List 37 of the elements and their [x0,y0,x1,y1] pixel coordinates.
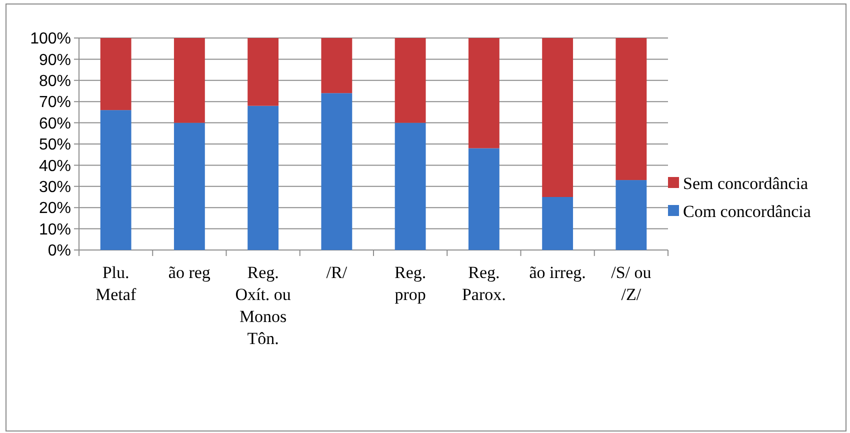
y-tick-label: 100% [30,30,71,48]
y-tick-label: 30% [38,179,71,196]
x-tick-label: /S/ ou /Z/ [611,263,652,304]
bar [100,110,132,250]
bar [468,38,500,148]
x-tick-label: ão irreg. [529,263,586,282]
x-tick-label: Reg. prop [394,263,426,304]
bar [542,197,574,250]
bar [174,122,205,250]
y-tick-label: 60% [38,115,71,132]
y-tick-label: 10% [38,221,71,238]
y-tick-label: 40% [38,158,71,175]
bar [248,106,279,250]
bar [616,180,647,250]
bar [100,38,132,110]
y-tick-label: 70% [38,94,71,112]
x-tick-label: Reg. Oxít. ou Monos Tôn. [235,263,292,348]
x-tick-label: /R/ [326,263,348,282]
bar [394,122,426,250]
legend-label: Com concordância [683,202,812,221]
x-tick-label: Reg. Parox. [462,263,506,304]
bar [616,38,647,180]
x-tick-label: Plu. Metaf [96,263,136,304]
bar [468,148,500,250]
y-tick-label: 20% [38,200,71,218]
bar [394,38,426,123]
bar [321,93,352,250]
y-tick-label: 80% [38,73,71,90]
y-tick-label: 90% [38,52,71,69]
x-tick-label: ão reg [168,263,211,282]
bar [542,38,574,197]
bar [321,38,352,94]
bar [248,38,279,106]
y-tick-label: 0% [48,242,71,260]
bar [174,38,205,123]
y-tick-label: 50% [38,136,71,154]
legend-label: Sem concordância [683,174,809,193]
